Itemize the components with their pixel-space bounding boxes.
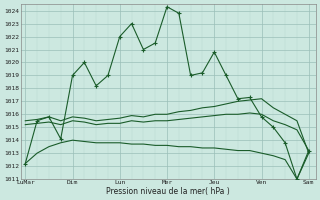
X-axis label: Pression niveau de la mer( hPa ): Pression niveau de la mer( hPa ) <box>106 187 230 196</box>
